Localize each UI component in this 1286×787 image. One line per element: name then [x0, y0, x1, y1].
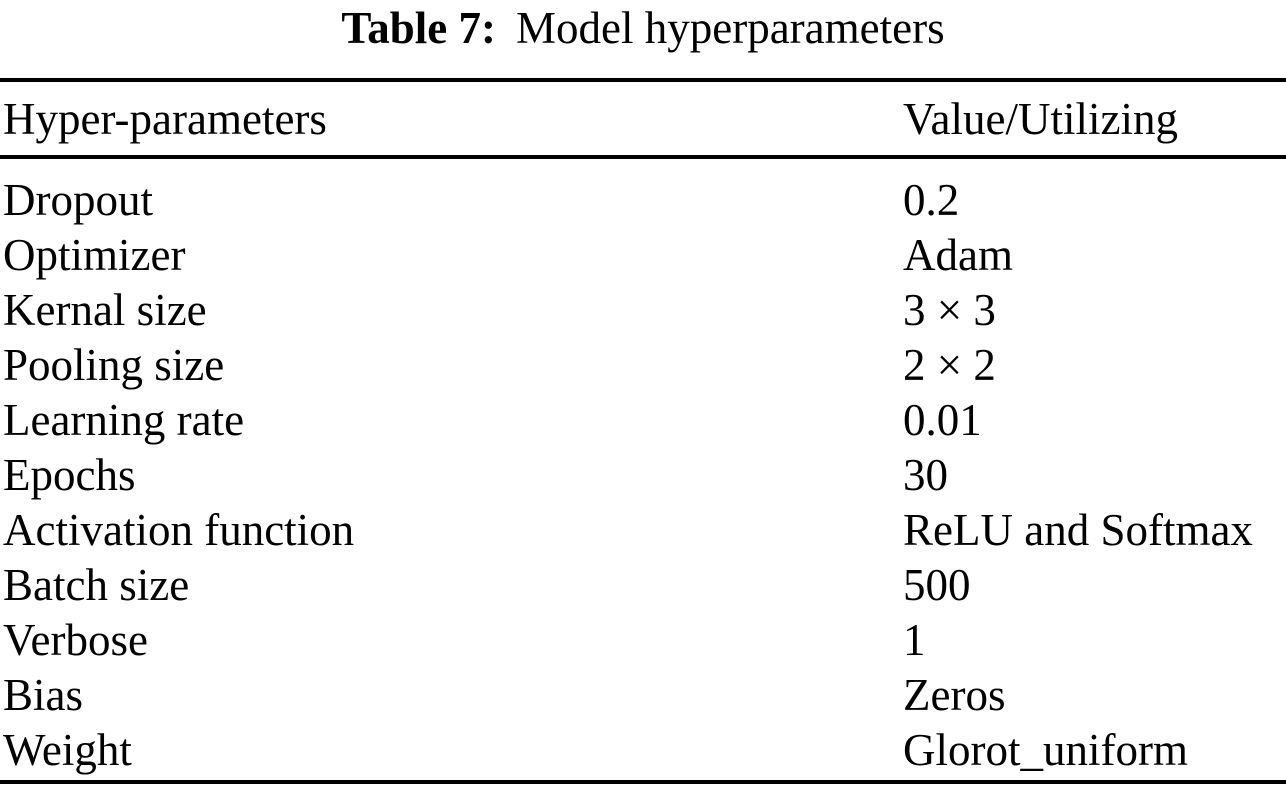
table-caption: Table 7: Model hyperparameters — [0, 0, 1286, 56]
table-row: Pooling size 2 × 2 — [0, 338, 1286, 393]
table-row: Epochs 30 — [0, 448, 1286, 503]
value-cell: 0.01 — [903, 395, 982, 445]
table-caption-text: Model hyperparameters — [516, 3, 945, 53]
table-header-rule — [0, 155, 1286, 159]
value-cell: 500 — [903, 560, 971, 610]
param-cell: Batch size — [3, 560, 190, 610]
param-cell: Dropout — [3, 175, 153, 225]
param-cell: Kernal size — [3, 285, 207, 335]
param-cell: Verbose — [3, 615, 148, 665]
param-cell: Epochs — [3, 450, 136, 500]
param-cell: Learning rate — [3, 395, 245, 445]
column-header-value-utilizing: Value/Utilizing — [903, 93, 1178, 144]
table-row: Dropout 0.2 — [0, 173, 1286, 228]
table-row: Optimizer Adam — [0, 228, 1286, 283]
param-cell: Optimizer — [3, 230, 186, 280]
table-row: Batch size 500 — [0, 558, 1286, 613]
value-cell: ReLU and Softmax — [903, 505, 1253, 555]
table-row: Kernal size 3 × 3 — [0, 283, 1286, 338]
param-cell: Weight — [3, 725, 132, 775]
table-row: Verbose 1 — [0, 613, 1286, 668]
table-row: Learning rate 0.01 — [0, 393, 1286, 448]
column-header-hyper-parameters: Hyper-parameters — [3, 93, 327, 144]
value-cell: 0.2 — [903, 175, 960, 225]
table-row: Weight Glorot_uniform — [0, 723, 1286, 778]
table-top-rule — [0, 78, 1286, 82]
value-cell: 1 — [903, 615, 926, 665]
param-cell: Pooling size — [3, 340, 225, 390]
value-cell: 2 × 2 — [903, 340, 996, 390]
table-bottom-rule — [0, 780, 1286, 784]
table-body: Dropout 0.2 Optimizer Adam Kernal size 3… — [0, 159, 1286, 778]
value-cell: Zeros — [903, 670, 1006, 720]
table-row: Bias Zeros — [0, 668, 1286, 723]
table-row: Activation function ReLU and Softmax — [0, 503, 1286, 558]
value-cell: 3 × 3 — [903, 285, 996, 335]
table-header-row: Hyper-parameters Value/Utilizing — [0, 82, 1286, 155]
param-cell: Activation function — [3, 505, 355, 555]
value-cell: 30 — [903, 450, 948, 500]
table-caption-label: Table 7: — [341, 3, 497, 53]
value-cell: Adam — [903, 230, 1013, 280]
value-cell: Glorot_uniform — [903, 725, 1188, 775]
param-cell: Bias — [3, 670, 84, 720]
